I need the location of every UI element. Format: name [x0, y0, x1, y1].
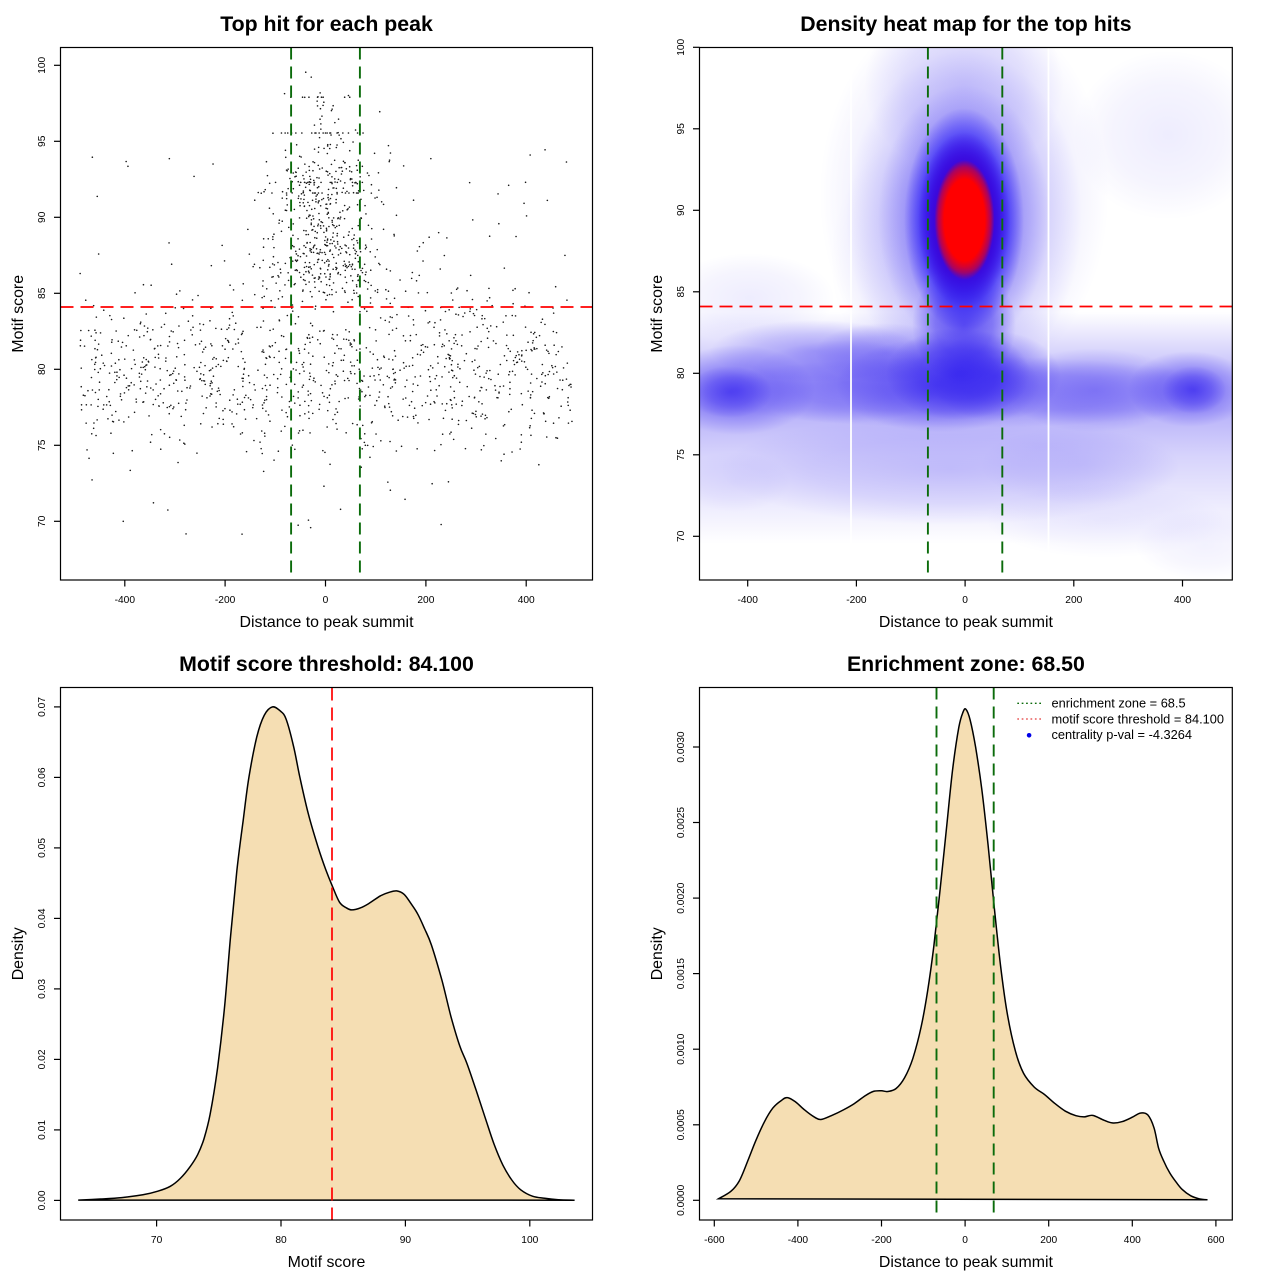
svg-text:enrichment zone = 68.5: enrichment zone = 68.5 — [1052, 696, 1186, 711]
svg-text:0.0010: 0.0010 — [676, 1033, 687, 1064]
svg-text:90: 90 — [676, 204, 687, 216]
svg-text:200: 200 — [1065, 595, 1082, 606]
svg-text:100: 100 — [676, 38, 687, 55]
svg-text:Density heat map for the top h: Density heat map for the top hits — [800, 12, 1131, 36]
svg-text:0.01: 0.01 — [37, 1120, 48, 1140]
svg-text:90: 90 — [37, 211, 48, 223]
svg-text:Distance to peak summit: Distance to peak summit — [879, 614, 1054, 631]
svg-text:0.02: 0.02 — [37, 1049, 48, 1069]
svg-text:0: 0 — [323, 595, 329, 606]
svg-text:0.0005: 0.0005 — [676, 1109, 687, 1140]
svg-text:centrality p-val = -4.3264: centrality p-val = -4.3264 — [1052, 727, 1193, 742]
svg-text:Motif score: Motif score — [288, 1254, 366, 1271]
svg-text:70: 70 — [676, 530, 687, 542]
svg-text:0.0020: 0.0020 — [676, 882, 687, 913]
svg-text:100: 100 — [37, 56, 48, 73]
svg-text:200: 200 — [1040, 1235, 1057, 1246]
svg-text:-200: -200 — [871, 1235, 892, 1246]
svg-text:0.0030: 0.0030 — [676, 731, 687, 762]
svg-text:600: 600 — [1207, 1235, 1224, 1246]
svg-text:-600: -600 — [704, 1235, 725, 1246]
svg-text:-400: -400 — [115, 595, 136, 606]
svg-text:0.0000: 0.0000 — [676, 1184, 687, 1215]
svg-text:Density: Density — [10, 927, 27, 980]
svg-text:Enrichment zone: 68.50: Enrichment zone: 68.50 — [847, 652, 1085, 676]
svg-text:80: 80 — [37, 363, 48, 375]
svg-text:Distance to peak summit: Distance to peak summit — [879, 1254, 1054, 1271]
svg-text:70: 70 — [151, 1235, 163, 1246]
svg-text:75: 75 — [676, 449, 687, 461]
svg-text:100: 100 — [521, 1235, 538, 1246]
svg-text:400: 400 — [518, 595, 535, 606]
svg-text:85: 85 — [676, 286, 687, 298]
svg-text:Motif score: Motif score — [10, 275, 27, 353]
svg-text:-400: -400 — [738, 595, 759, 606]
svg-text:0.05: 0.05 — [37, 838, 48, 858]
svg-text:400: 400 — [1174, 595, 1191, 606]
svg-text:-200: -200 — [215, 595, 236, 606]
svg-text:95: 95 — [37, 135, 48, 147]
svg-text:75: 75 — [37, 439, 48, 451]
svg-text:70: 70 — [37, 515, 48, 527]
svg-text:80: 80 — [676, 367, 687, 379]
svg-text:motif score threshold = 84.100: motif score threshold = 84.100 — [1052, 711, 1225, 726]
svg-text:0.03: 0.03 — [37, 979, 48, 999]
svg-text:0: 0 — [962, 595, 968, 606]
svg-text:0.0025: 0.0025 — [676, 807, 687, 838]
svg-text:0.0015: 0.0015 — [676, 958, 687, 989]
svg-text:0.04: 0.04 — [37, 908, 48, 928]
svg-text:400: 400 — [1124, 1235, 1141, 1246]
svg-text:0.00: 0.00 — [37, 1190, 48, 1210]
svg-text:0.07: 0.07 — [37, 697, 48, 717]
svg-text:85: 85 — [37, 287, 48, 299]
svg-text:95: 95 — [676, 123, 687, 135]
svg-text:0: 0 — [962, 1235, 968, 1246]
svg-text:Top hit for each peak: Top hit for each peak — [220, 12, 433, 36]
svg-text:80: 80 — [275, 1235, 287, 1246]
svg-text:-400: -400 — [788, 1235, 809, 1246]
svg-text:200: 200 — [417, 595, 434, 606]
svg-text:Motif score threshold: 84.100: Motif score threshold: 84.100 — [179, 652, 474, 676]
svg-text:-200: -200 — [846, 595, 867, 606]
svg-text:Density: Density — [649, 927, 666, 980]
svg-text:0.06: 0.06 — [37, 767, 48, 787]
svg-text:Distance to peak summit: Distance to peak summit — [240, 614, 415, 631]
svg-text:90: 90 — [400, 1235, 412, 1246]
svg-text:Motif score: Motif score — [649, 275, 666, 353]
